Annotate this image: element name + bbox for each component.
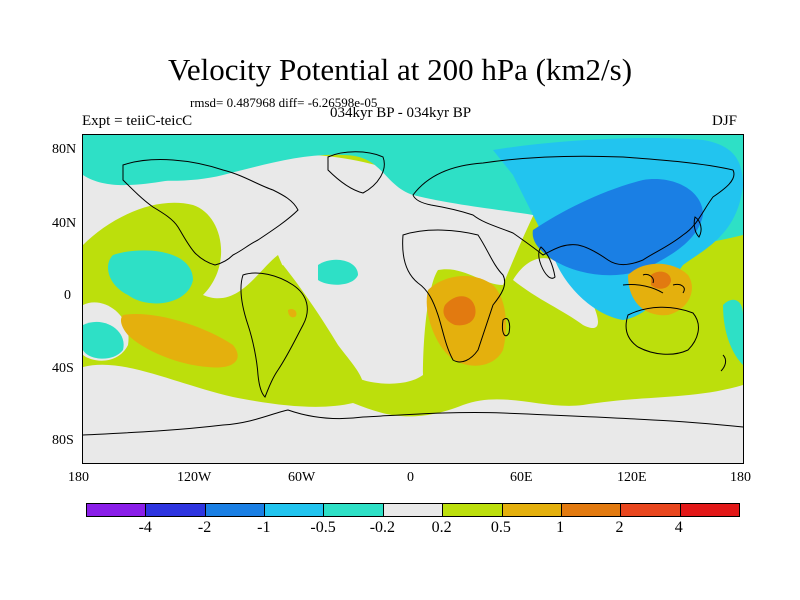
colorbar-label: -0.5: [310, 519, 336, 536]
colorbar-segment: [87, 504, 147, 516]
field-neg-light-arctic-rim: [83, 155, 203, 186]
colorbar-label: -2: [197, 519, 212, 536]
coast-africa: [402, 229, 506, 363]
lon-label-120w: 120W: [177, 470, 212, 485]
colorbar-label: 0.2: [431, 519, 452, 536]
coast-new-zealand: [720, 354, 727, 372]
coast-indonesia: [622, 274, 685, 294]
coast-south-america: [240, 272, 308, 398]
lon-label-60e: 60E: [510, 470, 533, 485]
lat-label-80n: 80N: [52, 142, 77, 157]
field-neg-light-spac: [83, 321, 124, 359]
lat-label-40s: 40S: [52, 361, 74, 376]
lon-label-180e: 180: [730, 470, 751, 485]
stats-line: rmsd= 0.487968 diff= -6.26598e-05: [190, 95, 378, 110]
lon-label-120e: 120E: [617, 470, 647, 485]
field-neg-light-atlantic: [318, 259, 358, 285]
field-neg-strong-asia: [532, 179, 703, 276]
coast-japan: [693, 216, 702, 238]
lat-label-80s: 80S: [52, 433, 74, 448]
map-title: Velocity Potential at 200 hPa (km2/s): [167, 52, 633, 87]
coast-antarctica: [83, 409, 743, 436]
field-pos-mid-mc: [628, 263, 692, 316]
field-pos-mid-sepac: [120, 314, 238, 368]
colorbar-label: -1: [257, 519, 271, 536]
field-pos-strong-mc: [651, 271, 671, 289]
colorbar-label: -0.2: [369, 519, 396, 536]
colorbar-label: 2: [615, 519, 624, 536]
experiment-label: Expt = teiiC-teicC: [82, 113, 193, 129]
colorbar-segment: [561, 504, 622, 516]
field-neg-light-wpac: [108, 250, 193, 304]
field-pos-mid-brazil: [288, 308, 297, 318]
field-positive-atlantic: [263, 265, 364, 395]
colorbar-segment: [502, 504, 562, 516]
field-neutral-south-polar: [83, 364, 743, 463]
colorbar-label: -4: [138, 519, 152, 536]
map-panel: [82, 134, 744, 464]
period-label: 034kyr BP - 034kyr BP: [330, 105, 472, 121]
lat-label-40n: 40N: [52, 216, 77, 231]
colorbar-segment: [205, 504, 266, 516]
field-neg-light-east-edge: [723, 299, 743, 365]
coastlines: [83, 151, 743, 436]
field-neutral-main: [83, 145, 553, 384]
coast-north-america: [122, 159, 299, 266]
colorbar-segment: [265, 504, 325, 516]
colorbar-segment: [621, 504, 681, 516]
lon-label-60w: 60W: [288, 470, 316, 485]
colorbar-label: 4: [674, 519, 683, 536]
colorbar: [86, 503, 740, 517]
lon-label-0: 0: [407, 470, 414, 485]
colorbar-segment: [324, 504, 384, 516]
coast-greenland: [327, 151, 385, 194]
coast-india: [538, 246, 556, 279]
colorbar-label: 1: [556, 519, 565, 536]
colorbar-segment: [443, 504, 503, 516]
field-pos-strong-africa: [443, 296, 476, 326]
coast-eurasia: [412, 155, 735, 265]
colorbar-segment: [680, 504, 739, 516]
coast-madagascar: [502, 318, 511, 337]
colorbar-segment: [146, 504, 206, 516]
season-label: DJF: [712, 113, 738, 129]
colorbar-segment: [383, 504, 444, 516]
colorbar-label: 0.5: [490, 519, 511, 536]
field-neutral-africa-east: [513, 258, 598, 329]
velocity-potential-map: [83, 135, 743, 463]
lat-label-eq: 0: [64, 288, 71, 303]
coast-australia: [625, 306, 699, 355]
lon-label-180w: 180: [68, 470, 89, 485]
